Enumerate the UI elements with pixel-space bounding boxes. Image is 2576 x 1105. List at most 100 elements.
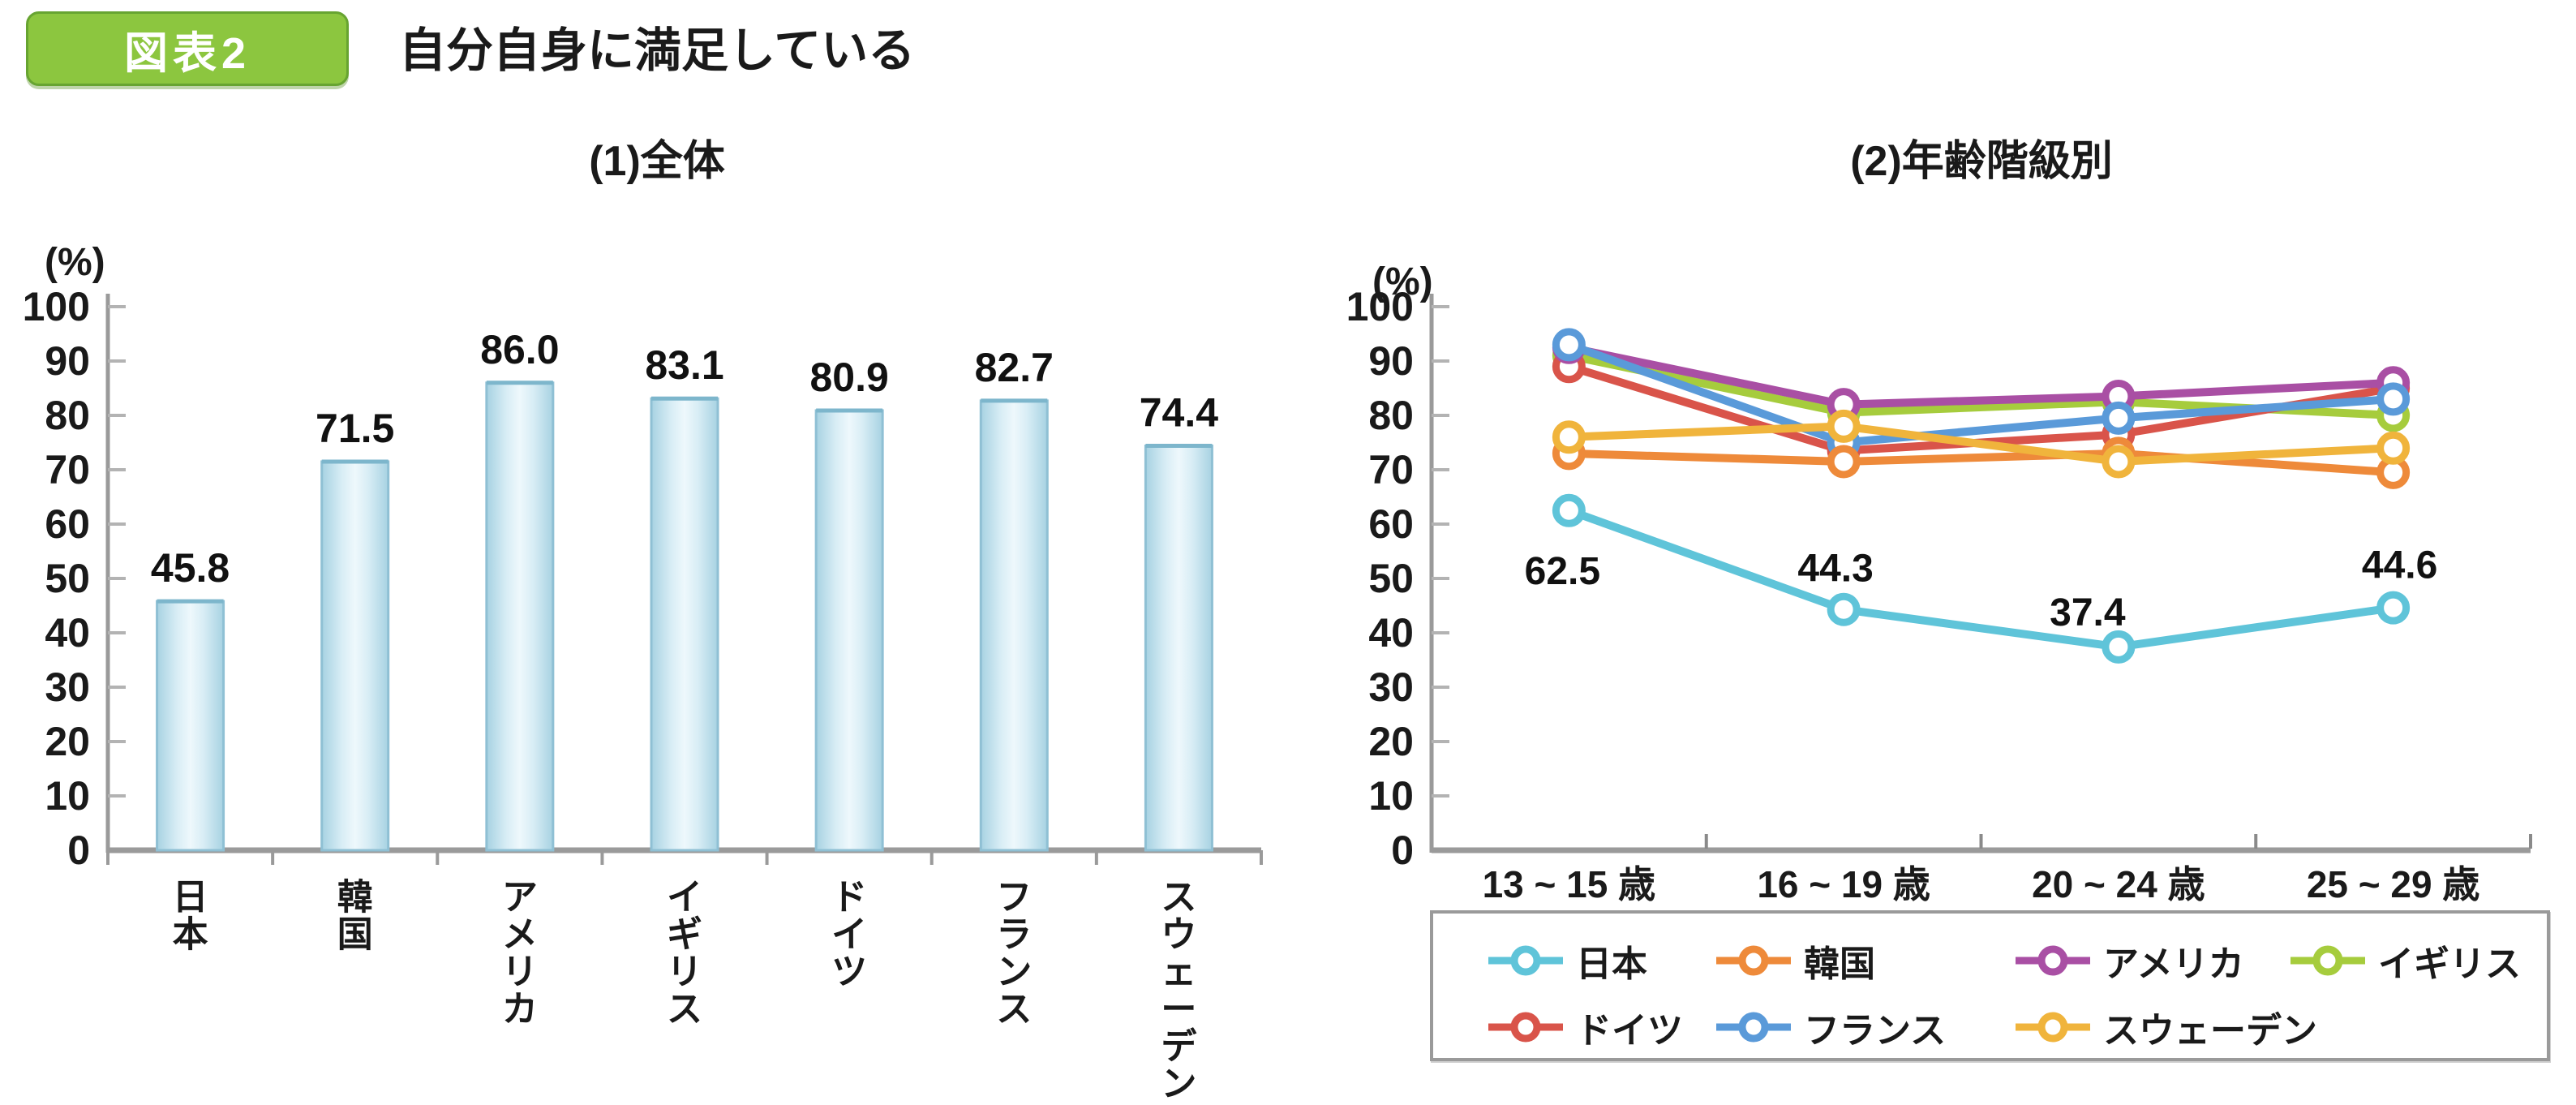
category-label: 韓 [337,878,373,918]
bar-value-label: 80.9 [809,355,888,400]
series-line [1565,449,2398,477]
category-label: ア [502,878,538,918]
category-label: メ [502,915,538,955]
category-label: ス [1161,878,1196,918]
y-tick-label: 50 [45,556,90,601]
bar-value-label: 86.0 [480,327,559,372]
y-tick-label: 10 [45,773,90,819]
x-axis-label: 25 ~ 29 歳 [2307,863,2480,905]
data-point [1552,328,1586,362]
line-chart-unit-label: (%) [1372,260,1433,303]
category-label: デ [1161,1026,1197,1067]
bar [320,460,390,852]
bar [1144,445,1213,852]
bar [979,399,1049,852]
legend-item: フランス [1715,1008,1946,1051]
y-tick-label: 100 [23,284,90,329]
y-tick-label: 0 [1391,828,1414,873]
y-tick-label: 80 [1368,393,1414,438]
point-label: 37.4 [2050,591,2126,634]
category-label: ン [1161,1064,1196,1104]
legend-item-label: イギリス [2378,944,2521,984]
bar-value-label: 71.5 [316,406,394,451]
legend-marker-icon [1716,945,1791,976]
y-tick-label: 40 [1368,610,1414,656]
series-line [1565,343,2398,409]
bar [650,397,719,852]
x-axis-label: 20 ~ 24 歳 [2032,863,2205,905]
category-label: ド [831,878,867,918]
category-label: ラ [996,915,1032,955]
category-label: イ [667,878,702,918]
data-point [1827,409,1861,443]
data-point [1827,445,1861,479]
data-point [1827,592,1861,626]
bar [156,600,225,852]
y-tick-label: 40 [45,610,90,656]
y-tick-label: 20 [1368,719,1414,764]
legend-marker-icon [2016,945,2090,976]
legend-item-label: アメリカ [2103,944,2244,984]
category-label: 日 [173,878,208,918]
y-tick-label: 10 [1368,773,1414,819]
y-tick-label: 60 [1368,501,1414,547]
y-tick-label: 30 [1368,664,1414,710]
bar [485,381,555,852]
data-point [2376,591,2411,625]
category-label: ス [667,990,702,1030]
line-chart-title: (2)年齢階級別 [1850,138,2113,185]
data-point [1552,420,1586,454]
legend-marker-icon [1488,1012,1563,1043]
bar-value-label: 74.4 [1140,390,1219,436]
legend-item: アメリカ [2014,941,2244,984]
y-tick-label: 100 [1346,284,1414,329]
category-label: イ [831,915,867,955]
x-axis-label: 16 ~ 19 歳 [1757,863,1930,905]
page-title: 自分自身に満足している [399,24,916,77]
y-tick-label: 0 [67,828,90,873]
data-point [2376,382,2411,416]
category-label: ギ [667,915,702,955]
legend-marker-icon [2290,945,2365,976]
series-line [1565,340,2398,447]
y-tick-label: 30 [45,664,90,710]
y-tick-label: 50 [1368,556,1414,601]
point-label: 44.3 [1797,548,1873,591]
y-tick-label: 70 [45,447,90,492]
legend-marker-icon [2016,1012,2090,1043]
legend-item-label: 日本 [1576,944,1647,984]
bar-value-label: 45.8 [151,545,230,591]
legend: 日本 韓国 アメリカ イギリスドイツ フランス スウェーデン [1430,910,2550,1061]
category-label: ツ [831,952,867,992]
data-point [2102,630,2136,664]
data-point [2376,431,2411,465]
category-label: ン [996,952,1032,992]
legend-marker-icon [1488,945,1563,976]
series-line [1565,506,2398,651]
line-chart: 0 10 20 30 40 50 60 70 80 90 100 13 ~ 15 歳 16 ~ 19 歳… [1346,284,2532,905]
category-label: ス [996,990,1032,1030]
legend-item: イギリス [2289,941,2521,984]
category-label: リ [502,952,538,992]
data-point [2102,401,2136,435]
bar [814,409,884,852]
legend-item-label: スウェーデン [2103,1011,2317,1051]
bar-value-label: 82.7 [975,345,1054,390]
y-tick-label: 70 [1368,447,1414,492]
legend-item-label: フランス [1804,1011,1947,1051]
bar-chart-unit-label: (%) [45,241,105,284]
category-label: リ [667,952,702,992]
legend-item-label: ドイツ [1576,1011,1683,1051]
category-label: ー [1161,990,1196,1030]
category-label: 国 [337,915,373,955]
legend-item: ドイツ [1487,1008,1683,1051]
category-label: ェ [1161,952,1196,992]
data-point [1552,493,1586,527]
y-tick-label: 90 [1368,338,1414,384]
category-label: カ [502,990,538,1030]
bar-value-label: 83.1 [645,342,723,388]
category-label: 本 [173,915,208,955]
legend-item-label: 韓国 [1804,944,1875,984]
y-tick-label: 60 [45,501,90,547]
